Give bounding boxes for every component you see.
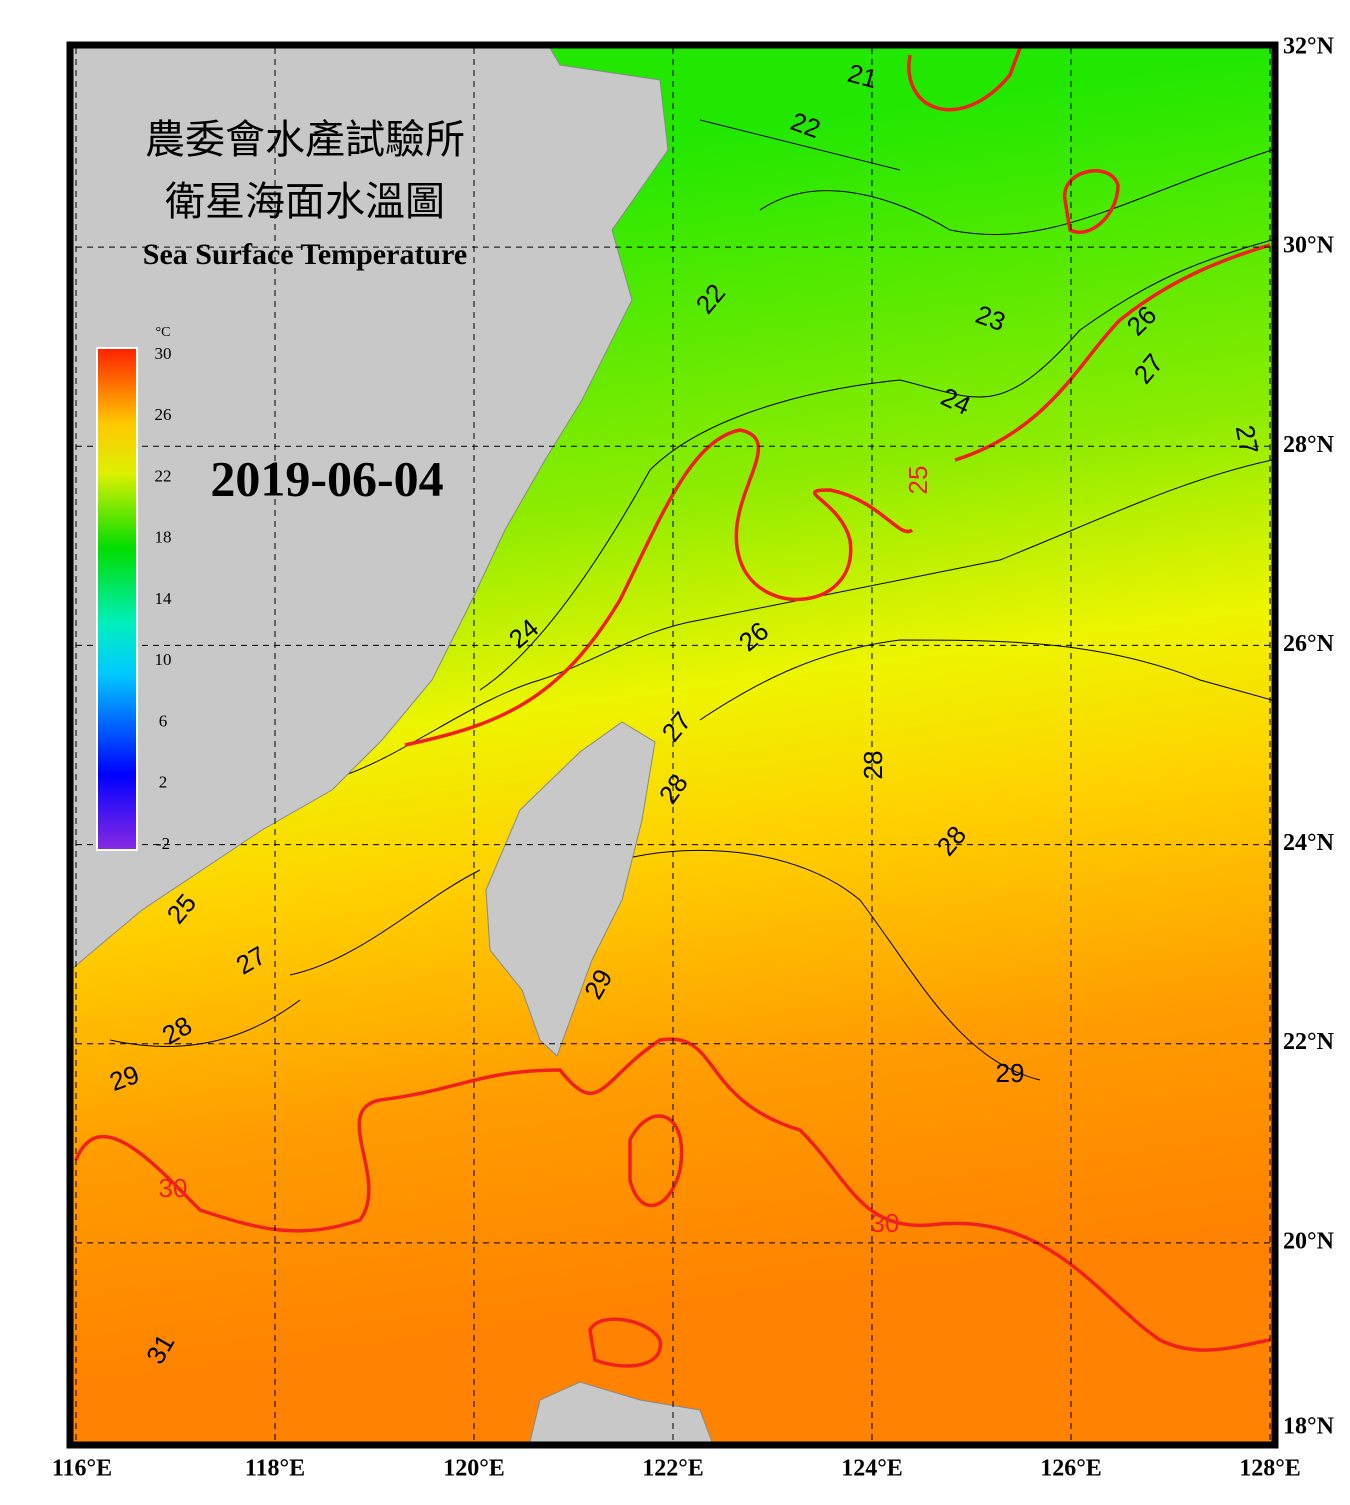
y-tick-label: 20°N: [1283, 1228, 1335, 1254]
colorbar-tick-label: 14: [155, 589, 173, 608]
y-tick-label: 18°N: [1283, 1414, 1335, 1440]
title-zh: 農委會水產試驗所: [145, 117, 465, 163]
subtitle-zh: 衛星海面水溫圖: [165, 179, 445, 225]
x-tick-label: 128°E: [1239, 1456, 1301, 1482]
land: [73, 48, 713, 1442]
contour-label: 27: [1230, 423, 1265, 457]
y-tick-label: 22°N: [1283, 1029, 1335, 1055]
black-contours: [109, 119, 1272, 1081]
colorbar-tick-label: 30: [155, 344, 172, 363]
colorbar: [96, 347, 138, 851]
colorbar-tick-label: 18: [155, 528, 172, 547]
y-tick-label: 32°N: [1283, 34, 1335, 60]
map-frame: [66, 41, 1279, 1449]
x-tick-label: 122°E: [642, 1456, 704, 1482]
colorbar-tick-label: -2: [156, 834, 170, 853]
colorbar-unit: °C: [156, 325, 171, 340]
x-tick-label: 118°E: [245, 1456, 305, 1482]
contour-label: 30: [871, 1208, 900, 1238]
y-tick-label: 26°N: [1283, 631, 1335, 657]
colorbar-tick-label: 6: [159, 711, 168, 730]
colorbar-tick-label: 22: [155, 466, 172, 485]
colorbar-tick-label: 10: [155, 650, 172, 669]
x-tick-label: 120°E: [443, 1456, 505, 1482]
y-tick-label: 30°N: [1283, 233, 1335, 259]
contour-label: 25: [903, 466, 933, 495]
y-tick-label: 24°N: [1283, 830, 1335, 856]
x-tick-label: 116°E: [52, 1456, 112, 1482]
x-tick-label: 124°E: [841, 1456, 903, 1482]
colorbar-tick-label: 2: [159, 773, 168, 792]
contour-label: 30: [159, 1173, 188, 1203]
date: 2019-06-04: [210, 450, 443, 506]
red-contours: [74, 48, 1271, 1368]
y-tick-label: 28°N: [1283, 432, 1335, 458]
title-en: Sea Surface Temperature: [143, 238, 467, 271]
colorbar-tick-label: 26: [155, 405, 172, 424]
contour-label: 28: [858, 751, 888, 780]
x-tick-label: 126°E: [1040, 1456, 1102, 1482]
contour-label: 29: [996, 1058, 1025, 1088]
